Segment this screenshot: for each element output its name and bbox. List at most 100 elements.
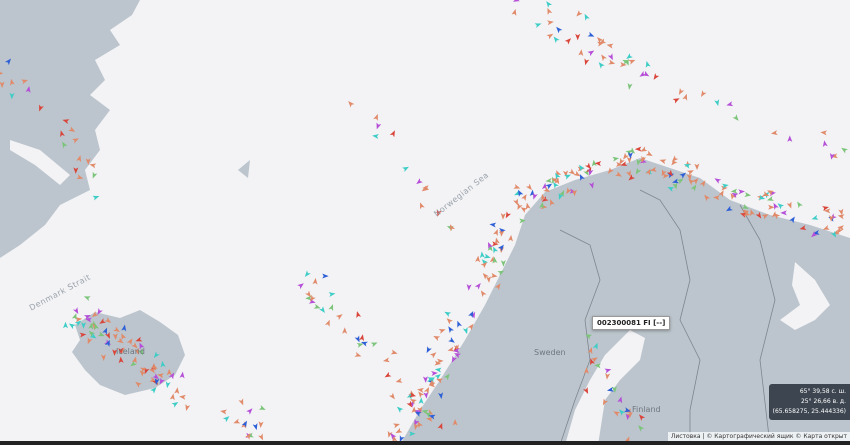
vessel-marker[interactable] — [443, 310, 452, 318]
vessel-marker[interactable] — [744, 192, 752, 198]
vessel-marker[interactable] — [787, 135, 793, 142]
vessel-marker[interactable] — [157, 372, 164, 379]
vessel-marker[interactable] — [625, 148, 633, 156]
vessel-marker[interactable] — [398, 435, 405, 443]
vessel-marker[interactable] — [828, 215, 834, 222]
vessel-marker[interactable] — [112, 349, 118, 356]
vessel-marker[interactable] — [438, 327, 447, 334]
vessel-marker[interactable] — [386, 430, 393, 439]
vessel-marker[interactable] — [68, 126, 76, 134]
vessel-marker[interactable] — [748, 209, 755, 217]
vessel-marker[interactable] — [626, 156, 632, 164]
vessel-marker[interactable] — [617, 396, 624, 404]
vessel-marker[interactable] — [516, 189, 524, 197]
vessel-marker[interactable] — [104, 339, 112, 347]
vessel-marker[interactable] — [553, 171, 561, 180]
vessel-marker[interactable] — [83, 294, 91, 302]
vessel-marker[interactable] — [738, 189, 745, 195]
vessel-marker[interactable] — [620, 61, 627, 67]
vessel-marker[interactable] — [721, 183, 729, 189]
vessel-marker[interactable] — [60, 140, 68, 149]
vessel-marker[interactable] — [131, 356, 139, 364]
vessel-marker[interactable] — [713, 195, 720, 201]
vessel-marker[interactable] — [480, 258, 489, 266]
vessel-marker[interactable] — [81, 322, 87, 329]
vessel-marker[interactable] — [545, 7, 553, 15]
vessel-marker[interactable] — [499, 230, 505, 237]
vessel-marker[interactable] — [417, 387, 424, 393]
vessel-marker[interactable] — [328, 291, 336, 298]
vessel-marker[interactable] — [584, 367, 589, 374]
vessel-marker[interactable] — [395, 377, 403, 385]
vessel-marker[interactable] — [601, 398, 609, 406]
vessel-marker[interactable] — [694, 163, 700, 171]
vessel-marker[interactable] — [604, 367, 612, 374]
vessel-marker[interactable] — [651, 73, 660, 81]
vessel-marker[interactable] — [447, 346, 455, 353]
vessel-marker[interactable] — [582, 13, 590, 21]
vessel-marker[interactable] — [448, 337, 456, 345]
vessel-marker[interactable] — [634, 146, 642, 152]
vessel-marker[interactable] — [76, 174, 84, 181]
vessel-marker[interactable] — [252, 423, 259, 431]
vessel-marker[interactable] — [721, 185, 728, 191]
vessel-marker[interactable] — [428, 413, 436, 420]
vessel-marker[interactable] — [409, 392, 417, 398]
vessel-marker[interactable] — [628, 58, 636, 65]
vessel-marker[interactable] — [479, 251, 485, 259]
vessel-marker[interactable] — [758, 194, 766, 202]
vessel-marker[interactable] — [139, 366, 148, 373]
vessel-marker[interactable] — [612, 409, 621, 417]
vessel-marker[interactable] — [544, 0, 553, 8]
vessel-marker[interactable] — [372, 133, 379, 139]
vessel-marker[interactable] — [741, 203, 750, 211]
vessel-marker[interactable] — [587, 31, 595, 39]
vessel-marker[interactable] — [342, 327, 348, 334]
vessel-marker[interactable] — [592, 342, 600, 350]
vessel-marker[interactable] — [453, 351, 462, 359]
vessel-marker[interactable] — [768, 204, 775, 210]
vessel-marker[interactable] — [667, 171, 675, 179]
vessel-marker[interactable] — [72, 307, 81, 315]
vessel-marker[interactable] — [702, 193, 711, 202]
vessel-marker[interactable] — [679, 171, 687, 179]
vessel-marker[interactable] — [391, 435, 398, 443]
vessel-marker[interactable] — [4, 57, 13, 66]
vessel-marker[interactable] — [9, 92, 15, 100]
vessel-marker[interactable] — [406, 392, 414, 400]
vessel-marker[interactable] — [512, 0, 520, 4]
vessel-marker[interactable] — [258, 433, 265, 441]
vessel-marker[interactable] — [395, 405, 404, 413]
vessel-marker[interactable] — [346, 99, 355, 108]
vessel-marker[interactable] — [152, 373, 160, 381]
vessel-marker[interactable] — [437, 358, 444, 364]
vessel-marker[interactable] — [835, 226, 844, 235]
vessel-marker[interactable] — [157, 377, 165, 386]
vessel-marker[interactable] — [531, 192, 538, 201]
vessel-marker[interactable] — [434, 372, 442, 380]
vessel-marker[interactable] — [626, 410, 634, 419]
vessel-marker[interactable] — [551, 181, 559, 189]
vessel-marker[interactable] — [423, 391, 429, 399]
vessel-marker[interactable] — [374, 122, 382, 130]
vessel-marker[interactable] — [795, 200, 803, 209]
vessel-marker[interactable] — [837, 225, 844, 231]
vessel-marker[interactable] — [104, 331, 112, 340]
vessel-marker[interactable] — [245, 432, 253, 440]
vessel-marker[interactable] — [547, 19, 554, 26]
vessel-marker[interactable] — [545, 177, 553, 184]
vessel-marker[interactable] — [166, 368, 172, 376]
vessel-marker[interactable] — [417, 406, 423, 414]
vessel-marker[interactable] — [354, 351, 362, 359]
vessel-marker[interactable] — [811, 214, 819, 222]
vessel-marker[interactable] — [730, 188, 738, 194]
vessel-marker[interactable] — [584, 162, 593, 171]
vessel-marker[interactable] — [443, 372, 452, 381]
vessel-marker[interactable] — [572, 189, 577, 197]
vessel-marker[interactable] — [409, 431, 416, 437]
vessel-marker[interactable] — [435, 376, 444, 384]
vessel-marker[interactable] — [87, 329, 96, 337]
vessel-marker[interactable] — [761, 212, 770, 220]
vessel-marker[interactable] — [85, 337, 93, 345]
vessel-marker[interactable] — [822, 140, 828, 148]
